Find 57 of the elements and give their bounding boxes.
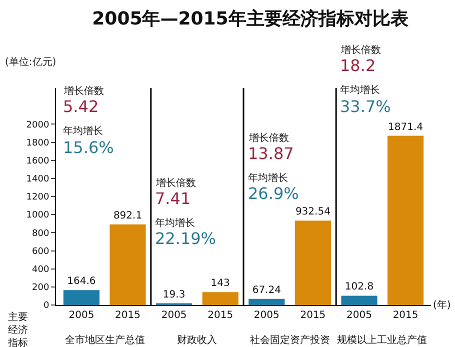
data-label: 102.8: [344, 282, 374, 293]
data-label: 19.3: [162, 289, 186, 300]
annotation: 年均增长: [155, 217, 195, 229]
bar: [341, 296, 378, 305]
x-tick-label: 2005: [254, 310, 280, 321]
annotation: 7.41: [155, 189, 191, 208]
text: 财政收入: [177, 334, 217, 346]
chart-title: 2005年—2015年主要经济指标对比表: [92, 8, 408, 30]
y-tick-label: 600: [32, 246, 50, 257]
y-tick-label: 200: [32, 283, 50, 294]
bar: [63, 290, 100, 305]
y-tick-label: 400: [32, 264, 50, 275]
y-tick-label: 0: [43, 301, 50, 312]
data-label: 143: [210, 278, 230, 290]
bar: [202, 292, 238, 305]
bar: [294, 220, 331, 305]
annotation: 增长倍数: [155, 177, 196, 189]
bar: [387, 136, 424, 305]
text: 规模以上工业总产值: [337, 334, 427, 346]
annotation: 增长倍数: [248, 132, 289, 144]
annotation: 15.6%: [63, 138, 114, 157]
text: 社会固定资产投资: [250, 334, 330, 346]
data-label: 67.24: [252, 284, 281, 296]
annotation: 22.19%: [155, 229, 216, 248]
bar: [248, 298, 285, 305]
data-label: 1871.4: [388, 122, 424, 133]
data-label: 892.1: [113, 210, 142, 222]
annotation: 年均增长: [248, 172, 288, 184]
y-tick-label: 2000: [26, 120, 50, 130]
annotation: 13.87: [248, 144, 294, 163]
x-tick-label: 2015: [115, 310, 140, 321]
x-tick-label: 2005: [346, 310, 372, 321]
x-tick-label: 2005: [68, 310, 94, 321]
annotation: 年均增长: [63, 125, 103, 137]
annotation: 增长倍数: [63, 85, 104, 97]
y-tick-label: 800: [32, 228, 50, 239]
annotation: 5.42: [63, 97, 99, 116]
y-tick-label: 1400: [26, 174, 50, 185]
text: (单位:亿元): [5, 56, 56, 68]
x-tick-label: 2015: [392, 310, 418, 321]
text: 18.2: [340, 56, 376, 75]
text: 全市地区生产总值: [65, 334, 145, 346]
data-label: 932.54: [295, 206, 330, 218]
x-tick-label: 2005: [161, 310, 187, 321]
x-tick-label: 2015: [208, 310, 234, 321]
annotation: 26.9%: [248, 184, 299, 203]
x-tick-label: 2015: [300, 310, 326, 321]
y-tick-label: 1000: [26, 210, 50, 221]
y-tick-label: 1800: [26, 138, 50, 148]
bar: [110, 224, 146, 305]
y-tick-label: 1200: [26, 192, 50, 203]
annotation: 年均增长: [340, 84, 380, 96]
text: 增长倍数: [340, 44, 381, 56]
annotation: 33.7%: [340, 97, 391, 116]
data-label: 164.6: [67, 276, 96, 288]
x-axis-title: (年): [433, 299, 451, 311]
y-tick-label: 1600: [26, 156, 50, 166]
